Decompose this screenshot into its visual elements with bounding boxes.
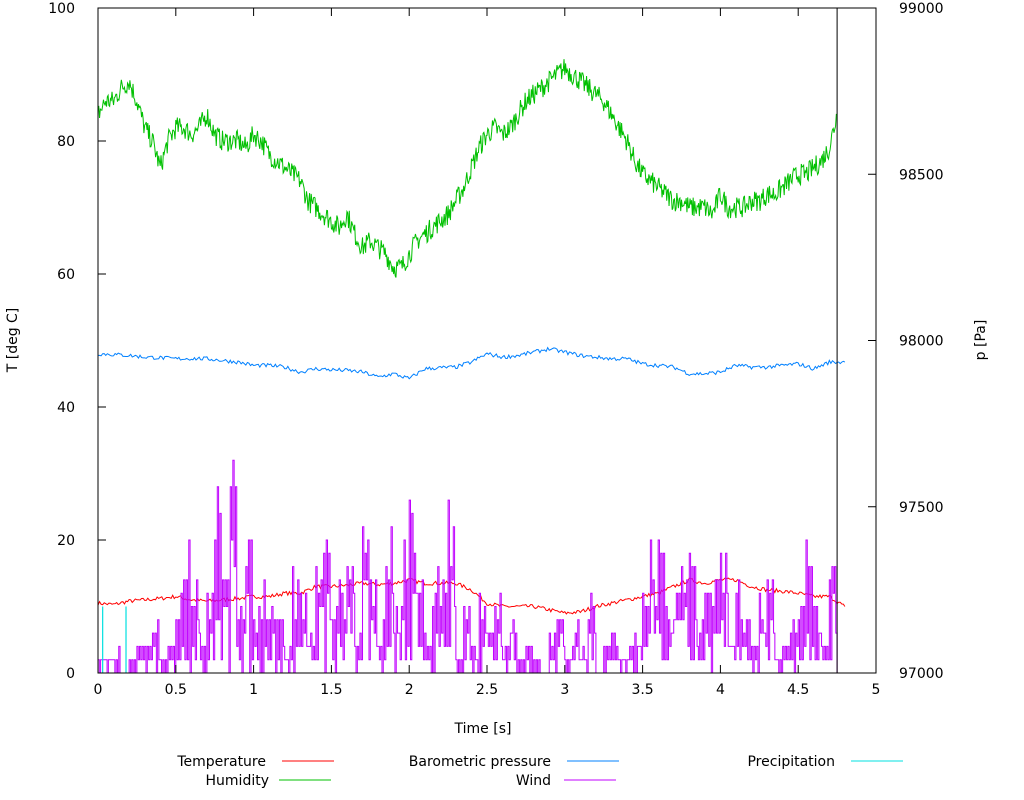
series-line — [97, 59, 838, 278]
series-line — [97, 346, 846, 380]
y-axis-label: T [deg C] — [5, 308, 21, 374]
legend-item: Humidity — [206, 773, 331, 789]
y2-tick-label: 99000 — [899, 1, 944, 17]
x-tick-label: 5 — [872, 682, 881, 698]
x-tick-label: 3 — [560, 682, 569, 698]
x-tick-label: 4.5 — [787, 682, 809, 698]
y-tick-label: 80 — [57, 134, 75, 150]
series-humidity — [97, 59, 838, 278]
y-tick-label: 60 — [57, 267, 75, 283]
y-tick-label: 20 — [57, 533, 75, 549]
series-precipitation — [102, 606, 127, 673]
series-temperature — [97, 577, 846, 615]
y2-tick-label: 97000 — [899, 666, 944, 682]
legend: Temperature Humidity Barometric pressure Wi… — [176, 754, 903, 789]
series-line — [97, 577, 846, 615]
x-axis-label: Time [s] — [454, 721, 512, 737]
legend-label: Wind — [516, 773, 551, 789]
legend-label: Barometric pressure — [409, 754, 551, 770]
legend-item: Wind — [516, 773, 616, 789]
x-tick-label: 1 — [249, 682, 258, 698]
series-barometric-pressure — [97, 346, 846, 380]
series-line — [98, 459, 838, 674]
y2-tick-label: 98000 — [899, 334, 944, 350]
x-tick-label: 2 — [405, 682, 414, 698]
x-tick-label: 4 — [716, 682, 725, 698]
legend-item: Precipitation — [747, 754, 903, 770]
legend-item: Temperature — [176, 754, 334, 770]
y-tick-label: 40 — [57, 400, 75, 416]
x-tick-label: 0 — [94, 682, 103, 698]
x-tick-label: 3.5 — [631, 682, 653, 698]
legend-label: Precipitation — [747, 754, 835, 770]
y2-axis-label: p [Pa] — [973, 320, 989, 361]
x-tick-label: 2.5 — [476, 682, 498, 698]
x-tick-label: 0.5 — [165, 682, 187, 698]
legend-label: Temperature — [176, 754, 266, 770]
series-wind — [98, 459, 838, 674]
y2-tick-label: 97500 — [899, 500, 944, 516]
series-layer — [97, 59, 846, 674]
y-tick-label: 100 — [48, 1, 75, 17]
x-tick-label: 1.5 — [320, 682, 342, 698]
axes-layer: 0 0.5 1 1.5 2 2.5 3 3.5 4 4.5 5 0 20 40 60 80 100 97000 97… — [48, 1, 943, 698]
y-tick-label: 0 — [66, 666, 75, 682]
y2-tick-label: 98500 — [899, 167, 944, 183]
legend-item: Barometric pressure — [409, 754, 619, 770]
legend-label: Humidity — [206, 773, 269, 789]
